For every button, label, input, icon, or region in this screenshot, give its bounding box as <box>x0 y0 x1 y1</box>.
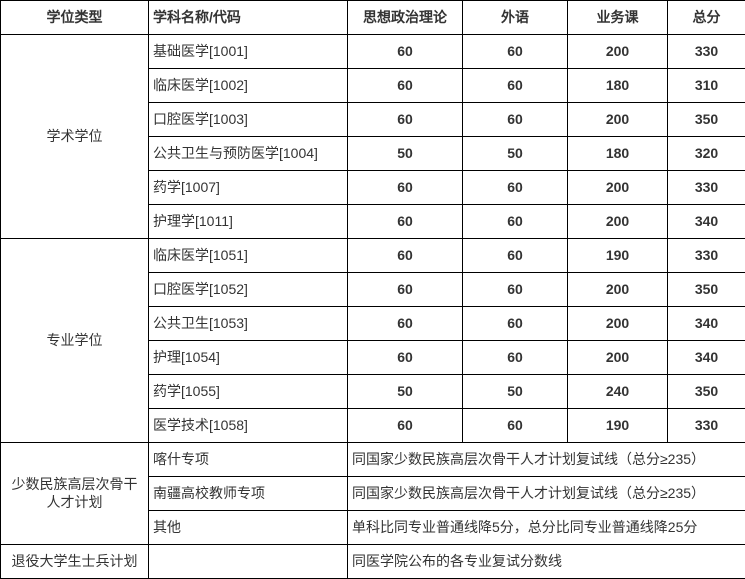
subject-cell: 基础医学[1001] <box>148 34 348 69</box>
subject-cell: 公共卫生与预防医学[1004] <box>148 136 348 171</box>
table-row: 临床医学[1002] 60 60 180 310 <box>1 68 745 103</box>
major-score: 180 <box>567 68 668 103</box>
total-score: 330 <box>667 408 745 443</box>
plan-note: 同国家少数民族高层次骨干人才计划复试线（总分≥235） <box>347 442 745 477</box>
foreign-score: 60 <box>462 170 568 205</box>
foreign-score: 60 <box>462 306 568 341</box>
table-header-row: 学位类型 学科名称/代码 思想政治理论 外语 业务课 总分 <box>0 0 745 35</box>
politics-score: 50 <box>347 374 463 409</box>
foreign-score: 50 <box>462 136 568 171</box>
subject-cell: 护理[1054] <box>148 340 348 375</box>
foreign-score: 60 <box>462 34 568 69</box>
table-row: 退役大学生士兵计划 同医学院公布的各专业复试分数线 <box>0 544 745 579</box>
subject-cell: 临床医学[1002] <box>148 68 348 103</box>
subject-cell: 口腔医学[1003] <box>148 102 348 137</box>
table-row: 口腔医学[1003] 60 60 200 350 <box>1 102 745 137</box>
major-score: 200 <box>567 272 668 307</box>
col-header-degree-type: 学位类型 <box>0 0 149 35</box>
politics-score: 60 <box>347 68 463 103</box>
politics-score: 60 <box>347 170 463 205</box>
total-score: 350 <box>667 374 745 409</box>
total-score: 310 <box>667 68 745 103</box>
major-score: 190 <box>567 238 668 273</box>
col-header-subject: 学科名称/代码 <box>148 0 348 35</box>
table-row: 药学[1007] 60 60 200 330 <box>1 170 745 205</box>
politics-score: 60 <box>347 272 463 307</box>
total-score: 350 <box>667 272 745 307</box>
subject-cell: 口腔医学[1052] <box>148 272 348 307</box>
politics-score: 60 <box>347 238 463 273</box>
subject-cell: 护理学[1011] <box>148 204 348 239</box>
major-score: 200 <box>567 340 668 375</box>
politics-score: 60 <box>347 34 463 69</box>
major-score: 200 <box>567 306 668 341</box>
politics-score: 60 <box>347 408 463 443</box>
plan-note: 同国家少数民族高层次骨干人才计划复试线（总分≥235） <box>347 476 745 511</box>
plan-note: 单科比同专业普通线降5分，总分比同专业普通线降25分 <box>347 510 745 545</box>
subject-cell: 其他 <box>148 510 348 545</box>
col-header-foreign-language: 外语 <box>462 0 568 35</box>
table-row: 口腔医学[1052] 60 60 200 350 <box>1 272 745 307</box>
col-header-total: 总分 <box>667 0 745 35</box>
total-score: 340 <box>667 306 745 341</box>
degree-type-professional: 专业学位 <box>0 238 149 443</box>
table-row: 护理学[1011] 60 60 200 340 <box>1 204 745 239</box>
subject-cell: 临床医学[1051] <box>148 238 348 273</box>
total-score: 350 <box>667 102 745 137</box>
politics-score: 50 <box>347 136 463 171</box>
table-row: 医学技术[1058] 60 60 190 330 <box>1 408 745 443</box>
subject-cell: 公共卫生[1053] <box>148 306 348 341</box>
major-score: 200 <box>567 204 668 239</box>
subject-cell: 南疆高校教师专项 <box>148 476 348 511</box>
total-score: 340 <box>667 340 745 375</box>
plan-type-minority: 少数民族高层次骨干人才计划 <box>0 442 149 545</box>
subject-cell: 药学[1007] <box>148 170 348 205</box>
subject-cell: 医学技术[1058] <box>148 408 348 443</box>
degree-type-academic: 学术学位 <box>0 34 149 239</box>
total-score: 330 <box>667 238 745 273</box>
foreign-score: 60 <box>462 340 568 375</box>
plan-note: 同医学院公布的各专业复试分数线 <box>347 544 745 579</box>
plan-type-veteran: 退役大学生士兵计划 <box>0 544 149 579</box>
table-row: 学术学位 基础医学[1001] 60 60 200 330 <box>0 34 745 239</box>
major-score: 200 <box>567 34 668 69</box>
major-score: 200 <box>567 170 668 205</box>
col-header-politics: 思想政治理论 <box>347 0 463 35</box>
subject-cell-empty <box>148 544 348 579</box>
subject-cell: 药学[1055] <box>148 374 348 409</box>
col-header-major-course: 业务课 <box>567 0 668 35</box>
table-row: 南疆高校教师专项 同国家少数民族高层次骨干人才计划复试线（总分≥235） <box>1 476 745 511</box>
politics-score: 60 <box>347 340 463 375</box>
foreign-score: 60 <box>462 408 568 443</box>
total-score: 330 <box>667 170 745 205</box>
politics-score: 60 <box>347 204 463 239</box>
table-row: 专业学位 临床医学[1051] 60 60 190 330 <box>0 238 745 443</box>
politics-score: 60 <box>347 306 463 341</box>
subject-cell: 喀什专项 <box>148 442 348 477</box>
major-score: 200 <box>567 102 668 137</box>
total-score: 320 <box>667 136 745 171</box>
foreign-score: 60 <box>462 272 568 307</box>
table-row: 少数民族高层次骨干人才计划 喀什专项 同国家少数民族高层次骨干人才计划复试线（总… <box>0 442 745 545</box>
table-row: 公共卫生与预防医学[1004] 50 50 180 320 <box>1 136 745 171</box>
table-row: 药学[1055] 50 50 240 350 <box>1 374 745 409</box>
major-score: 240 <box>567 374 668 409</box>
politics-score: 60 <box>347 102 463 137</box>
major-score: 190 <box>567 408 668 443</box>
total-score: 330 <box>667 34 745 69</box>
foreign-score: 60 <box>462 238 568 273</box>
total-score: 340 <box>667 204 745 239</box>
foreign-score: 60 <box>462 102 568 137</box>
foreign-score: 60 <box>462 68 568 103</box>
foreign-score: 60 <box>462 204 568 239</box>
major-score: 180 <box>567 136 668 171</box>
foreign-score: 50 <box>462 374 568 409</box>
